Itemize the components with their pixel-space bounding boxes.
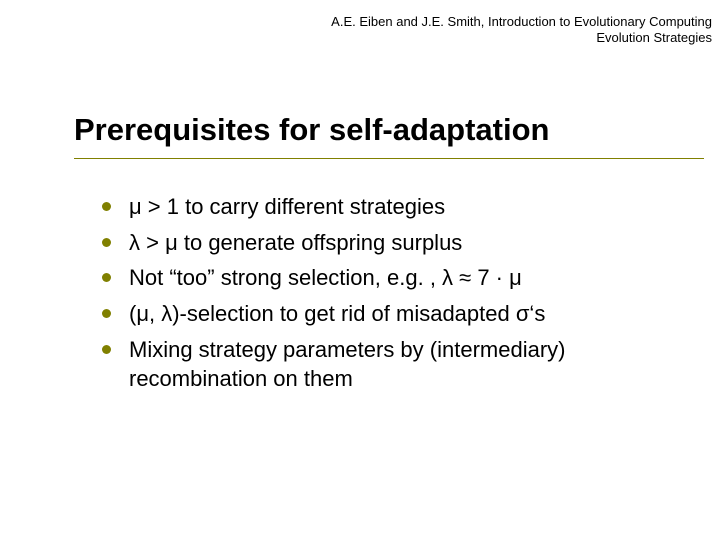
bullet-dot-icon xyxy=(102,345,111,354)
list-item: λ > μ to generate offspring surplus xyxy=(102,228,680,258)
bullet-text: (μ, λ)-selection to get rid of misadapte… xyxy=(129,299,545,329)
title-block: Prerequisites for self-adaptation xyxy=(74,112,680,148)
header-line-1: A.E. Eiben and J.E. Smith, Introduction … xyxy=(331,14,712,30)
slide-title: Prerequisites for self-adaptation xyxy=(74,112,680,148)
bullet-list: μ > 1 to carry different strategies λ > … xyxy=(102,192,680,400)
slide: A.E. Eiben and J.E. Smith, Introduction … xyxy=(0,0,720,540)
bullet-text: λ > μ to generate offspring surplus xyxy=(129,228,462,258)
bullet-dot-icon xyxy=(102,273,111,282)
bullet-text: μ > 1 to carry different strategies xyxy=(129,192,445,222)
bullet-text: Mixing strategy parameters by (intermedi… xyxy=(129,335,680,394)
list-item: (μ, λ)-selection to get rid of misadapte… xyxy=(102,299,680,329)
title-underline xyxy=(74,158,704,159)
list-item: Mixing strategy parameters by (intermedi… xyxy=(102,335,680,394)
bullet-dot-icon xyxy=(102,309,111,318)
bullet-text: Not “too” strong selection, e.g. , λ ≈ 7… xyxy=(129,263,522,293)
bullet-dot-icon xyxy=(102,238,111,247)
list-item: μ > 1 to carry different strategies xyxy=(102,192,680,222)
slide-header: A.E. Eiben and J.E. Smith, Introduction … xyxy=(331,14,712,47)
header-line-2: Evolution Strategies xyxy=(331,30,712,46)
list-item: Not “too” strong selection, e.g. , λ ≈ 7… xyxy=(102,263,680,293)
bullet-dot-icon xyxy=(102,202,111,211)
